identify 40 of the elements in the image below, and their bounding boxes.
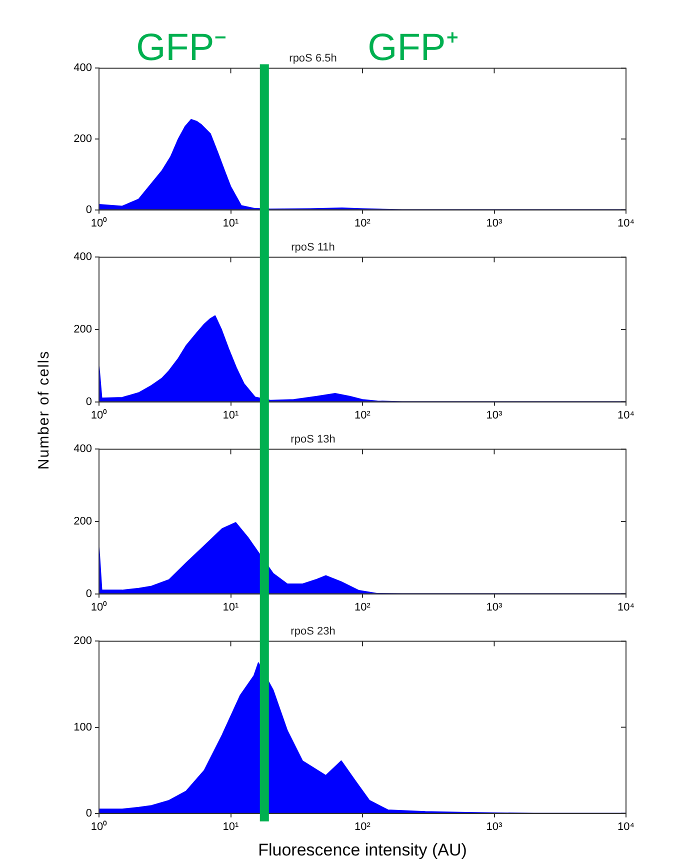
y-tick-label: 200 bbox=[74, 133, 92, 146]
x-tick-label: 10⁴ bbox=[618, 821, 635, 834]
x-tick-label: 10¹ bbox=[222, 821, 240, 834]
x-tick-label: 10² bbox=[354, 217, 371, 230]
y-tick-label: 200 bbox=[74, 516, 92, 528]
x-tick-label: 10¹ bbox=[222, 409, 240, 422]
y-tick-label: 200 bbox=[74, 635, 92, 648]
y-tick-label: 0 bbox=[86, 396, 92, 408]
chart-title: rpoS 6.5h bbox=[289, 52, 337, 65]
y-tick-label: 100 bbox=[74, 721, 92, 734]
x-tick-label: 10³ bbox=[486, 601, 503, 614]
x-tick-label: 10³ bbox=[486, 409, 503, 422]
x-tick-label: 10¹ bbox=[222, 601, 240, 614]
x-tick-label: 10² bbox=[354, 409, 371, 422]
x-tick-label: 10⁴ bbox=[618, 409, 635, 422]
y-tick-label: 0 bbox=[86, 204, 92, 216]
x-tick-label: 10³ bbox=[486, 821, 503, 834]
y-tick-label: 400 bbox=[74, 62, 92, 74]
annotation: GFP⁻ bbox=[136, 27, 228, 69]
y-tick-label: 0 bbox=[86, 807, 92, 820]
chart-title: rpoS 11h bbox=[291, 242, 335, 254]
y-axis-title: Number of cells bbox=[36, 350, 52, 470]
x-tick-label: 10³ bbox=[486, 217, 503, 230]
x-tick-label: 10¹ bbox=[222, 217, 240, 230]
x-tick-label: 10⁰ bbox=[90, 600, 108, 614]
x-tick-label: 10⁰ bbox=[90, 820, 108, 834]
x-tick-label: 10² bbox=[354, 601, 371, 614]
x-tick-label: 10² bbox=[354, 821, 371, 834]
y-tick-label: 400 bbox=[74, 251, 92, 264]
annotation: GFP⁺ bbox=[368, 27, 459, 69]
x-tick-label: 10⁰ bbox=[90, 408, 108, 422]
y-tick-label: 200 bbox=[74, 324, 92, 336]
x-axis-title: Fluorescence intensity (AU) bbox=[258, 840, 467, 860]
x-tick-label: 10⁴ bbox=[618, 217, 635, 230]
y-tick-label: 400 bbox=[74, 443, 92, 456]
x-tick-label: 10⁴ bbox=[618, 601, 635, 614]
y-tick-label: 0 bbox=[86, 588, 92, 600]
chart-title: rpoS 13h bbox=[290, 434, 336, 446]
x-tick-label: 10⁰ bbox=[90, 216, 108, 230]
chart-title: rpoS 23h bbox=[290, 626, 336, 638]
